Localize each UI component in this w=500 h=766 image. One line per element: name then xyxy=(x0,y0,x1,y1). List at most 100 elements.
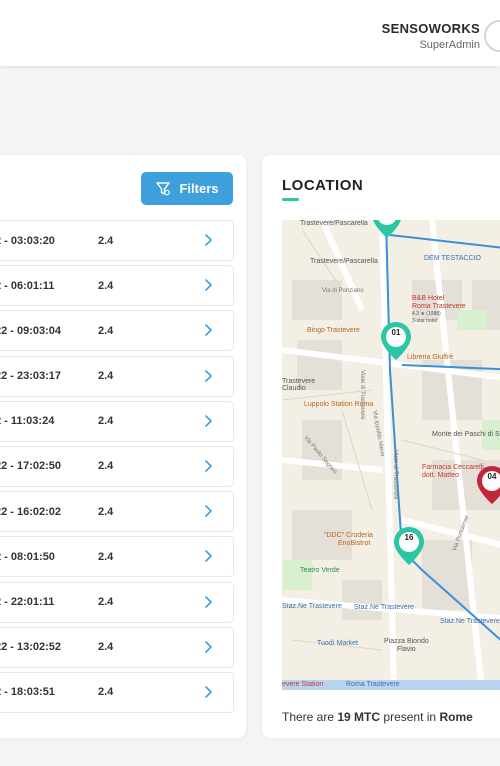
map-pin-icon xyxy=(373,220,401,238)
top-bar: SENSOWORKS SuperAdmin xyxy=(0,0,500,66)
summary-middle: present in xyxy=(383,710,437,724)
location-card: LOCATION xyxy=(262,155,500,738)
title-accent xyxy=(282,198,299,201)
row-value: 2.4 xyxy=(98,324,114,337)
row-date: 22 - 16:02:02 xyxy=(0,505,62,518)
map-label: EnoBistrot xyxy=(338,540,371,547)
row-value: 2.4 xyxy=(98,234,114,247)
map-label: Via di Ponziano xyxy=(322,288,364,294)
row-date: 22 - 17:02:50 xyxy=(0,460,62,473)
map-marker[interactable]: 04 xyxy=(475,464,500,506)
chevron-right-icon[interactable] xyxy=(203,414,213,428)
map-pin-icon xyxy=(381,322,411,360)
filter-icon xyxy=(156,181,171,195)
summary-city: Rome xyxy=(439,710,473,724)
row-value: 2.4 xyxy=(98,596,114,608)
row-date: 2 - 18:03:51 xyxy=(0,686,55,699)
row-date: 2 - 06:01:11 xyxy=(0,279,55,292)
map-label: Luppolo Station Roma xyxy=(304,401,374,408)
row-date: 2 - 22:01:11 xyxy=(0,596,55,608)
map-label: Roma Trastevere xyxy=(412,303,466,310)
row-value: 2.4 xyxy=(98,415,114,428)
map-label: Staz.Ne Trastevere xyxy=(282,603,342,610)
map-label: B&B Hotel xyxy=(412,295,445,302)
list-item[interactable]: 22 - 17:02:50 2.4 xyxy=(0,445,234,487)
chevron-right-icon[interactable] xyxy=(203,323,213,337)
map-label: DEM TESTACCIO xyxy=(424,255,481,262)
chevron-right-icon[interactable] xyxy=(203,549,213,563)
map-pin-icon xyxy=(394,527,424,565)
map-label: Trastevere/Pascarella xyxy=(300,220,368,227)
chevron-right-icon[interactable] xyxy=(203,504,213,518)
list-item[interactable]: 2 - 03:03:20 2.4 xyxy=(0,220,234,261)
map-label: 3-star hotel xyxy=(412,318,438,324)
chevron-right-icon[interactable] xyxy=(203,278,213,292)
map-label: Viale di Trastevere xyxy=(392,450,398,500)
map-label: Farmacia Ceccarelli xyxy=(422,464,484,471)
map-label: Tuodì Market xyxy=(317,640,358,647)
chevron-right-icon[interactable] xyxy=(203,640,213,654)
row-date: 22 - 23:03:17 xyxy=(0,370,62,383)
row-value: 2.4 xyxy=(98,505,114,518)
map-label: Bingo Trastevere xyxy=(307,327,360,334)
avatar[interactable] xyxy=(484,20,500,52)
row-value: 2.4 xyxy=(98,460,114,473)
user-brand[interactable]: SENSOWORKS SuperAdmin xyxy=(382,21,480,51)
list-item[interactable]: 2 - 22:01:11 2.4 xyxy=(0,581,234,623)
row-value: 2.4 xyxy=(98,641,114,654)
map-label: Trastevere Claudio xyxy=(282,378,316,392)
marker-label: 04 xyxy=(487,472,497,481)
map-label: Piazza Biondo xyxy=(384,638,429,645)
map-label: dott. Matteo xyxy=(422,472,459,479)
list-item[interactable]: 2 - 11:03:24 2.4 xyxy=(0,400,234,442)
map-background xyxy=(282,220,500,690)
map-label: Flavio xyxy=(397,646,416,653)
chevron-right-icon[interactable] xyxy=(203,369,213,383)
location-title: LOCATION xyxy=(282,177,364,194)
map-label: Roma Trastevere xyxy=(346,681,400,688)
row-date: 2 - 08:01:50 xyxy=(0,550,55,563)
map-label: Libreria Giuffrè xyxy=(407,354,454,361)
filters-label: Filters xyxy=(179,181,219,196)
marker-label: 16 xyxy=(404,533,414,542)
chevron-right-icon[interactable] xyxy=(203,233,213,247)
measurements-card: Filters 2 - 03:03:20 2.4 2 - 06:01:11 2.4 22… xyxy=(0,155,246,738)
marker-label: 01 xyxy=(391,328,401,337)
measurements-list: 2 - 03:03:20 2.4 2 - 06:01:11 2.4 22 - 09:03… xyxy=(0,220,234,717)
list-item[interactable]: 22 - 09:03:04 2.4 xyxy=(0,310,234,352)
row-value: 2.4 xyxy=(98,686,114,699)
filters-button[interactable]: Filters xyxy=(141,172,233,205)
row-date: 2 - 11:03:24 xyxy=(0,415,55,428)
list-item[interactable]: 22 - 13:02:52 2.4 xyxy=(0,626,234,668)
row-value: 2.4 xyxy=(98,279,114,292)
map-marker[interactable] xyxy=(370,220,404,240)
summary-count: 19 MTC xyxy=(337,710,381,724)
map-label: "DDC" Cruderia xyxy=(324,532,373,539)
map-marker[interactable]: 01 xyxy=(379,320,413,362)
row-value: 2.4 xyxy=(98,370,114,383)
map-marker[interactable]: 16 xyxy=(392,525,426,567)
brand-name: SENSOWORKS xyxy=(381,21,480,36)
list-item[interactable]: 2 - 06:01:11 2.4 xyxy=(0,265,234,307)
map-label: Staz.Ne Trastevere xyxy=(440,618,500,625)
map-pin-icon xyxy=(477,466,500,504)
list-item[interactable]: 2 - 08:01:50 2.4 xyxy=(0,536,234,578)
list-item[interactable]: 22 - 23:03:17 2.4 xyxy=(0,355,234,397)
map-label: evere Station xyxy=(282,681,324,688)
row-value: 2.4 xyxy=(98,550,114,563)
map-label: Trastevere/Pascarella xyxy=(310,258,378,265)
chevron-right-icon[interactable] xyxy=(203,685,213,699)
map[interactable]: Trastevere/Pascarella DEM TESTACCIO Tras… xyxy=(282,220,500,690)
map-label: Monte dei Paschi di S xyxy=(432,431,500,438)
list-item[interactable]: 2 - 18:03:51 2.4 xyxy=(0,671,234,713)
location-summary: There are 19 MTC present in Rome xyxy=(282,710,473,724)
summary-prefix: There are xyxy=(282,710,335,724)
row-date: 22 - 13:02:52 xyxy=(0,641,62,654)
map-label: Staz.Ne Trastevere xyxy=(354,604,414,611)
row-date: 2 - 03:03:20 xyxy=(0,234,55,247)
map-label: Teatro Verde xyxy=(300,567,340,574)
row-date: 22 - 09:03:04 xyxy=(0,324,62,337)
chevron-right-icon[interactable] xyxy=(203,459,213,473)
chevron-right-icon[interactable] xyxy=(203,595,213,609)
list-item[interactable]: 22 - 16:02:02 2.4 xyxy=(0,491,234,533)
